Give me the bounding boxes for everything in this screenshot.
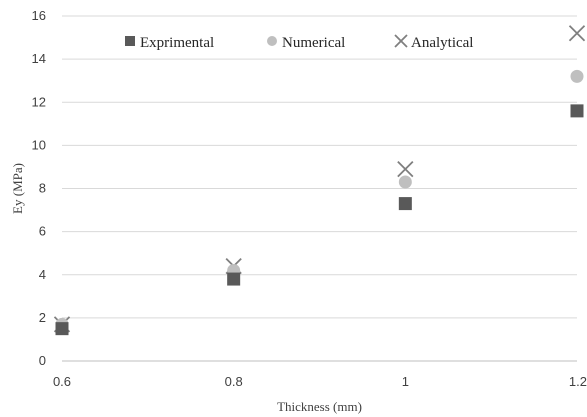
- x-tick-label: 0.6: [53, 374, 71, 389]
- legend-marker-numerical: [267, 36, 277, 46]
- y-tick-label: 8: [39, 181, 46, 196]
- exprimental-point: [398, 197, 412, 211]
- numerical-point: [398, 175, 412, 189]
- y-tick-label: 14: [32, 51, 46, 66]
- legend-item-analytical: Analytical: [394, 34, 473, 51]
- analytical-point: [397, 160, 414, 178]
- data-points: [53, 25, 586, 336]
- analytical-point: [568, 25, 586, 42]
- legend-label: Exprimental: [140, 35, 214, 51]
- y-tick-label: 6: [39, 224, 46, 239]
- x-tick-label: 1.2: [569, 374, 587, 389]
- x-tick-label: 1: [402, 374, 409, 389]
- legend-label: Analytical: [411, 35, 473, 51]
- gridlines: [62, 15, 577, 319]
- y-tick-label: 16: [32, 8, 46, 23]
- y-tick-label: 2: [39, 310, 46, 325]
- y-axis-title: Ey (MPa): [10, 163, 25, 214]
- exprimental-point: [570, 104, 584, 118]
- x-axis-title: Thickness (mm): [277, 399, 362, 414]
- x-tick-labels: 0.6 0.8 1 1.2: [53, 374, 587, 389]
- legend-marker-analytical: [394, 34, 408, 48]
- y-tick-label: 0: [39, 353, 46, 368]
- x-tick-label: 0.8: [225, 374, 243, 389]
- legend-item-exprimental: Exprimental: [125, 35, 214, 51]
- numerical-point: [570, 69, 584, 83]
- legend-marker-exprimental: [125, 36, 135, 46]
- legend-label: Numerical: [282, 35, 345, 51]
- y-tick-label: 4: [39, 267, 46, 282]
- exprimental-point: [55, 322, 69, 336]
- y-tick-label: 10: [32, 137, 46, 152]
- y-tick-labels: 0 2 4 6 8 10 12 14 16: [32, 8, 46, 368]
- legend-item-numerical: Numerical: [267, 35, 345, 51]
- exprimental-point: [227, 272, 241, 286]
- y-tick-label: 12: [32, 94, 46, 109]
- legend: Exprimental Numerical Analytical: [125, 34, 473, 51]
